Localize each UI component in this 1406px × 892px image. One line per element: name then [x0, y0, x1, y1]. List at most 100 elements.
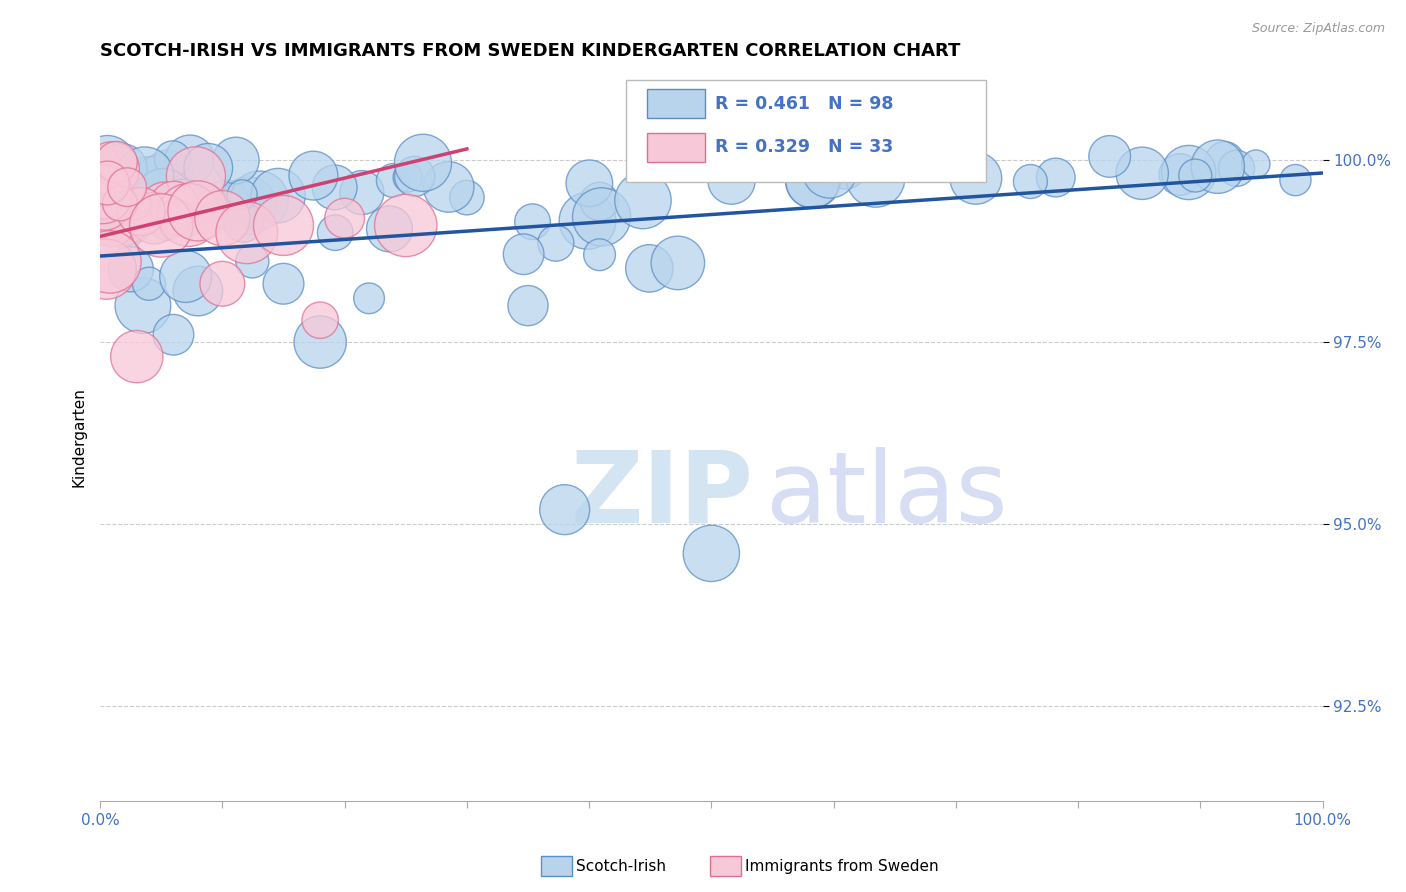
Point [544, 236, 567, 251]
Point [801, 174, 824, 188]
Point [121, 202, 143, 217]
Point [323, 180, 346, 194]
Point [162, 327, 184, 342]
Point [91, 191, 114, 205]
Point [240, 254, 263, 268]
Point [412, 156, 434, 170]
Point [174, 269, 197, 284]
Point [96, 176, 118, 190]
Point [404, 169, 426, 184]
Point [155, 216, 177, 230]
Point [152, 190, 174, 204]
Point [378, 222, 401, 236]
Point [1019, 175, 1042, 189]
Point [801, 151, 824, 165]
Point [236, 226, 259, 240]
Point [1098, 149, 1121, 163]
Point [145, 176, 167, 190]
Point [801, 174, 824, 188]
Point [124, 196, 146, 211]
Bar [647, 133, 706, 162]
Point [1184, 169, 1206, 183]
Point [631, 194, 654, 208]
Point [512, 247, 534, 261]
Point [103, 208, 125, 222]
Point [357, 291, 380, 305]
Point [578, 176, 600, 190]
Point [554, 502, 576, 516]
Point [588, 194, 610, 209]
Point [91, 185, 114, 199]
Point [1244, 157, 1267, 171]
Point [197, 161, 219, 175]
Point [98, 255, 121, 269]
Point [323, 226, 346, 240]
Point [111, 161, 134, 176]
Point [173, 201, 195, 215]
Point [522, 215, 544, 229]
Point [1177, 165, 1199, 179]
Point [1130, 166, 1153, 180]
Y-axis label: Kindergarten: Kindergarten [72, 387, 86, 487]
Point [273, 277, 295, 291]
Point [232, 215, 254, 229]
Text: ZIP: ZIP [571, 447, 754, 543]
Point [150, 189, 173, 203]
Text: Source: ZipAtlas.com: Source: ZipAtlas.com [1251, 22, 1385, 36]
Text: Scotch-Irish: Scotch-Irish [576, 859, 666, 873]
Text: SCOTCH-IRISH VS IMMIGRANTS FROM SWEDEN KINDERGARTEN CORRELATION CHART: SCOTCH-IRISH VS IMMIGRANTS FROM SWEDEN K… [100, 42, 960, 60]
Point [1206, 160, 1229, 174]
Point [302, 169, 325, 183]
Point [120, 211, 142, 226]
Point [1225, 161, 1247, 176]
Point [150, 219, 173, 233]
Point [135, 202, 157, 216]
Point [309, 334, 332, 349]
Point [108, 196, 131, 211]
Point [96, 262, 118, 277]
Point [1213, 154, 1236, 169]
Text: R = 0.329   N = 33: R = 0.329 N = 33 [716, 138, 893, 156]
Point [396, 170, 419, 185]
Point [167, 202, 190, 216]
Point [97, 191, 120, 205]
Point [115, 180, 138, 194]
Point [162, 152, 184, 166]
Point [215, 197, 238, 211]
Point [179, 153, 201, 167]
Point [456, 191, 478, 205]
Point [165, 170, 187, 185]
Point [211, 211, 233, 226]
Point [231, 187, 253, 202]
Point [834, 161, 856, 175]
Point [129, 204, 152, 219]
Point [720, 173, 742, 187]
Point [148, 171, 170, 186]
Point [177, 208, 200, 222]
Point [111, 213, 134, 227]
Point [666, 256, 689, 270]
FancyBboxPatch shape [626, 79, 987, 182]
Text: Immigrants from Sweden: Immigrants from Sweden [745, 859, 939, 873]
Text: R = 0.461   N = 98: R = 0.461 N = 98 [716, 95, 894, 112]
Point [138, 277, 160, 291]
Point [1168, 168, 1191, 182]
Point [700, 546, 723, 560]
Point [576, 214, 599, 228]
Point [437, 180, 460, 194]
Point [96, 156, 118, 170]
Point [211, 277, 233, 291]
Bar [647, 89, 706, 119]
Point [1284, 173, 1306, 187]
Point [125, 350, 148, 364]
Point [172, 201, 194, 215]
Point [273, 219, 295, 233]
Point [91, 155, 114, 169]
Point [163, 199, 186, 213]
Point [122, 194, 145, 208]
Point [350, 186, 373, 200]
Point [143, 211, 166, 225]
Point [120, 262, 142, 277]
Point [517, 299, 540, 313]
Point [93, 172, 115, 186]
